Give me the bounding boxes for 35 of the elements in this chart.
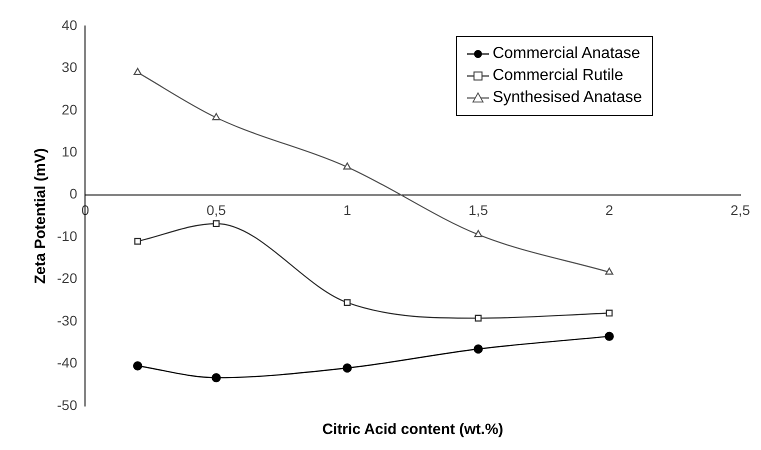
y-tick-label: 40 xyxy=(62,16,78,33)
y-tick-label: -10 xyxy=(57,228,78,244)
point xyxy=(134,238,142,245)
point xyxy=(212,373,221,382)
y-tick-label: -30 xyxy=(57,312,78,328)
y-axis-title: Zeta Potential (mV) xyxy=(32,148,50,284)
legend-label: Commercial Rutile xyxy=(492,67,624,85)
point xyxy=(133,361,142,370)
y-tick-label: 0 xyxy=(69,186,78,202)
x-tick-label: 1 xyxy=(343,202,352,218)
legend-label: Commercial Anatase xyxy=(492,45,640,63)
x-tick-label: 2,5 xyxy=(730,202,750,218)
y-tick-label: -40 xyxy=(57,354,78,371)
point xyxy=(134,68,142,76)
point xyxy=(344,299,351,306)
legend-label: Synthesised Anatase xyxy=(492,89,642,107)
point xyxy=(343,162,352,170)
x-tick-label: 2 xyxy=(605,202,614,218)
y-tick-label: 10 xyxy=(62,144,78,160)
x-tick-label: 0,5 xyxy=(206,202,226,218)
point xyxy=(474,230,482,238)
point xyxy=(212,220,220,228)
y-tick-label: -20 xyxy=(57,270,78,286)
point xyxy=(604,332,614,341)
point xyxy=(342,363,352,373)
point xyxy=(605,268,614,275)
point xyxy=(212,113,220,120)
point xyxy=(474,314,482,322)
x-tick-label: 1,5 xyxy=(468,202,488,218)
point xyxy=(606,310,613,317)
y-tick-label: -50 xyxy=(57,396,78,413)
point xyxy=(474,344,483,354)
y-tick-label: 30 xyxy=(62,59,78,76)
y-tick-label: 20 xyxy=(62,101,78,118)
x-axis-title: Citric Acid content (wt.%) xyxy=(322,421,504,438)
